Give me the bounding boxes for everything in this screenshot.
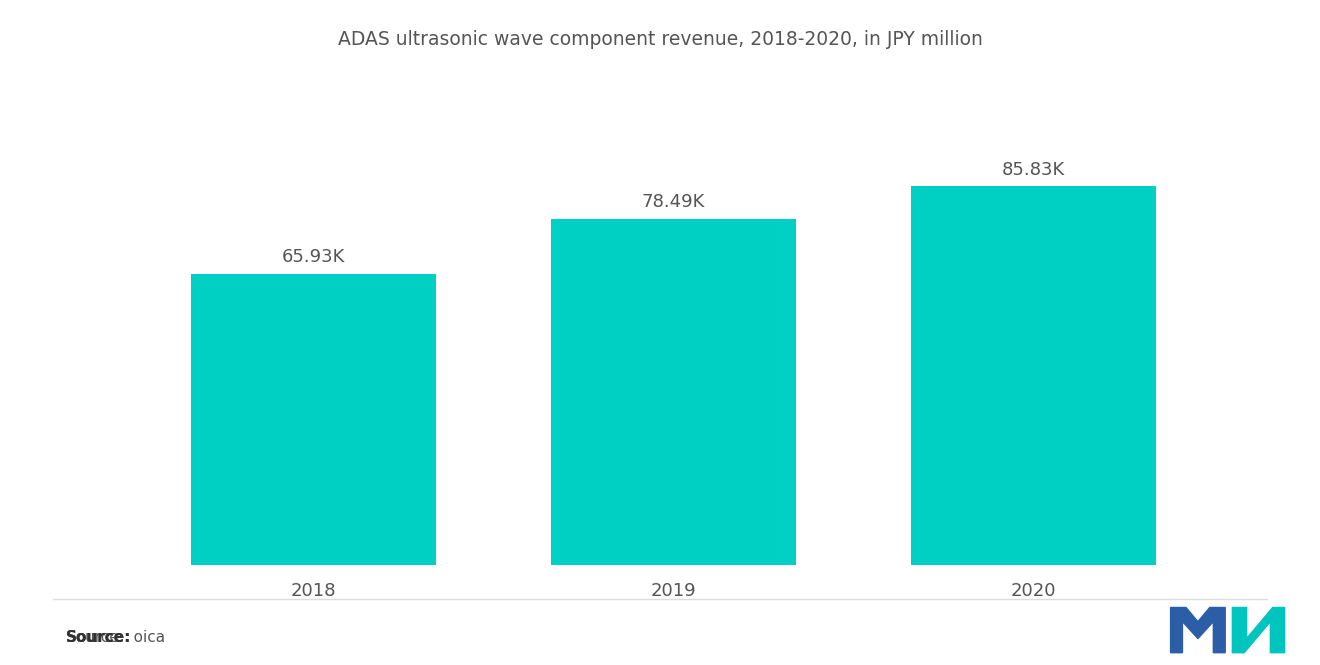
Bar: [191, 274, 436, 565]
Bar: [550, 219, 796, 565]
Text: 85.83K: 85.83K: [1002, 160, 1065, 178]
Text: Source:: Source:: [66, 630, 132, 645]
Text: 65.93K: 65.93K: [281, 248, 345, 267]
Text: 78.49K: 78.49K: [642, 193, 705, 211]
Text: ADAS ultrasonic wave component revenue, 2018-2020, in JPY million: ADAS ultrasonic wave component revenue, …: [338, 30, 982, 49]
Bar: [911, 186, 1155, 565]
Text: Source:: Source:: [66, 630, 132, 645]
Text: Source:  oica: Source: oica: [66, 630, 165, 645]
Polygon shape: [1233, 608, 1284, 653]
Polygon shape: [1171, 608, 1225, 653]
